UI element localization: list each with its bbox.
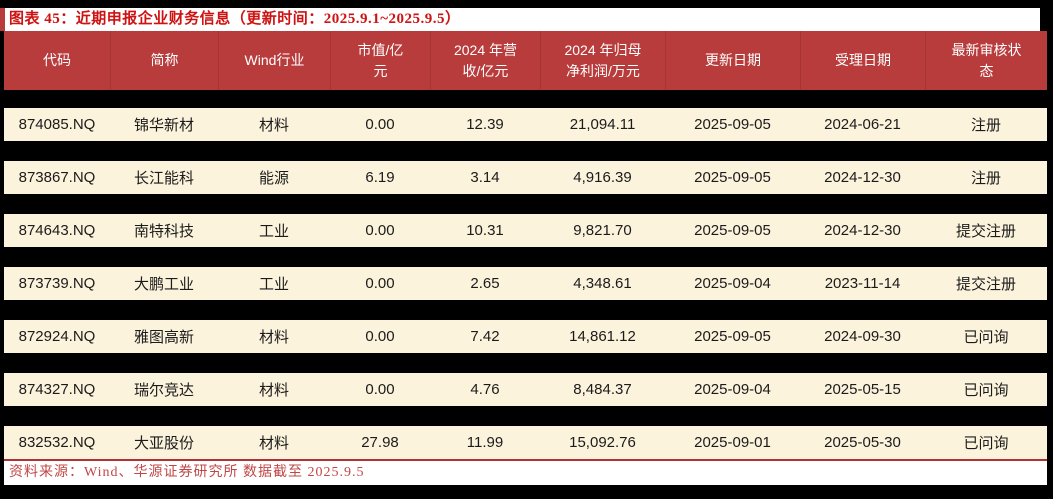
cell-update-date: 2025-09-05: [694, 328, 771, 345]
table-row: 873867.NQ 长江能科 能源 6.19 3.14 4,916.39 2025-09-0…: [4, 161, 1047, 194]
table-body: 874085.NQ 锦华新材 材料 0.00 12.39 21,094.11 2025-09…: [4, 108, 1047, 459]
cell-code: 873867.NQ: [18, 169, 96, 186]
figure-title: 图表 45：近期申报企业财务信息（更新时间：2025.9.1~2025.9.5）: [5, 8, 1040, 31]
cell-code: 832532.NQ: [18, 434, 96, 451]
table-row: 874643.NQ 南特科技 工业 0.00 10.31 9,821.70 2025-09-…: [4, 214, 1047, 247]
cell-acceptance-date: 2024-12-30: [824, 169, 901, 186]
cell-update-date: 2025-09-04: [694, 381, 771, 398]
cell-code: 874327.NQ: [18, 381, 96, 398]
cell-wind-industry: 工业: [258, 223, 289, 240]
cell-code: 873739.NQ: [18, 275, 96, 292]
cell-update-date: 2025-09-01: [694, 434, 771, 451]
cell-net-profit-2024: 9,821.70: [573, 222, 632, 239]
cell-revenue-2024: 7.42: [470, 328, 500, 345]
cell-review-status: 注册: [970, 117, 1001, 134]
cell-net-profit-2024: 15,092.76: [569, 434, 636, 451]
report-figure-page: { "figure": { "title": "图表 45：近期申报企业财务信息…: [0, 8, 1053, 499]
header-market-cap: 市值/亿 元: [330, 31, 430, 90]
cell-code: 874643.NQ: [18, 222, 96, 239]
header-wind-industry: Wind行业: [218, 31, 330, 90]
cell-review-status: 提交注册: [955, 276, 1016, 293]
cell-wind-industry: 材料: [258, 329, 289, 346]
cell-code: 872924.NQ: [18, 328, 96, 345]
cell-update-date: 2025-09-05: [694, 169, 771, 186]
cell-short-name: 锦华新材: [133, 117, 194, 134]
table-row: 874327.NQ 瑞尔竞达 材料 0.00 4.76 8,484.37 2025-09-0…: [4, 373, 1047, 406]
cell-market-cap: 0.00: [365, 116, 395, 133]
divider-line: [4, 459, 1047, 461]
cell-short-name: 南特科技: [133, 223, 194, 240]
cell-revenue-2024: 10.31: [466, 222, 504, 239]
header-code: 代码: [43, 52, 71, 69]
cell-market-cap: 6.19: [365, 169, 395, 186]
cell-update-date: 2025-09-05: [694, 116, 771, 133]
header-update-date: 更新日期: [665, 31, 800, 90]
figure-title-bar: 图表 45：近期申报企业财务信息（更新时间：2025.9.1~2025.9.5）: [0, 8, 1040, 31]
cell-short-name: 瑞尔竞达: [133, 382, 194, 399]
cell-revenue-2024: 12.39: [466, 116, 504, 133]
cell-wind-industry: 材料: [258, 435, 289, 452]
table-row: 872924.NQ 雅图高新 材料 0.00 7.42 14,861.12 2025-09-…: [4, 320, 1047, 353]
cell-review-status: 已问询: [963, 329, 1009, 346]
header-revenue-2024: 2024 年营 收/亿元: [430, 31, 540, 90]
cell-update-date: 2025-09-05: [694, 222, 771, 239]
cell-short-name: 长江能科: [133, 170, 194, 187]
cell-revenue-2024: 11.99: [466, 434, 504, 451]
cell-short-name: 大鹏工业: [133, 276, 194, 293]
table-row: 874085.NQ 锦华新材 材料 0.00 12.39 21,094.11 2025-09…: [4, 108, 1047, 141]
cell-wind-industry: 能源: [258, 170, 289, 187]
cell-net-profit-2024: 21,094.11: [569, 116, 636, 133]
cell-revenue-2024: 3.14: [470, 169, 500, 186]
cell-review-status: 提交注册: [955, 223, 1016, 240]
financial-table: 代码 简称 Wind行业 市值/亿 元 2024 年营 收/亿元 2024 年归母 净利润…: [4, 31, 1047, 485]
cell-market-cap: 27.98: [361, 434, 399, 451]
cell-short-name: 大亚股份: [133, 435, 194, 452]
cell-wind-industry: 材料: [258, 382, 289, 399]
cell-update-date: 2025-09-04: [694, 275, 771, 292]
source-note: 资料来源：Wind、华源证券研究所 数据截至 2025.9.5: [4, 461, 1047, 485]
header-acceptance-date: 受理日期: [800, 31, 925, 90]
cell-revenue-2024: 4.76: [470, 381, 500, 398]
cell-review-status: 已问询: [963, 382, 1009, 399]
cell-wind-industry: 工业: [258, 276, 289, 293]
header-net-profit-2024: 2024 年归母 净利润/万元: [540, 31, 665, 90]
cell-revenue-2024: 2.65: [470, 275, 500, 292]
header-short-name: 简称: [110, 31, 218, 90]
cell-wind-industry: 材料: [258, 117, 289, 134]
cell-review-status: 已问询: [963, 435, 1009, 452]
cell-acceptance-date: 2024-09-30: [824, 328, 901, 345]
cell-market-cap: 0.00: [365, 275, 395, 292]
cell-review-status: 注册: [970, 170, 1001, 187]
cell-market-cap: 0.00: [365, 381, 395, 398]
table-header: 代码 简称 Wind行业 市值/亿 元 2024 年营 收/亿元 2024 年归母 净利润…: [4, 31, 1047, 90]
cell-acceptance-date: 2024-12-30: [824, 222, 901, 239]
cell-short-name: 雅图高新: [133, 329, 194, 346]
cell-acceptance-date: 2025-05-15: [824, 381, 901, 398]
cell-acceptance-date: 2023-11-14: [824, 275, 901, 292]
table-row: 873739.NQ 大鹏工业 工业 0.00 2.65 4,348.61 2025-09-0…: [4, 267, 1047, 300]
cell-net-profit-2024: 4,348.61: [573, 275, 632, 292]
title-accent-bar: [0, 8, 5, 31]
cell-acceptance-date: 2024-06-21: [824, 116, 901, 133]
cell-code: 874085.NQ: [18, 116, 96, 133]
cell-net-profit-2024: 4,916.39: [573, 169, 632, 186]
table-row: 832532.NQ 大亚股份 材料 27.98 11.99 15,092.76 2025-0…: [4, 426, 1047, 459]
cell-net-profit-2024: 8,484.37: [573, 381, 632, 398]
cell-market-cap: 0.00: [365, 328, 395, 345]
header-review-status: 最新审核状 态: [925, 31, 1047, 90]
cell-net-profit-2024: 14,861.12: [569, 328, 636, 345]
cell-acceptance-date: 2025-05-30: [824, 434, 901, 451]
cell-market-cap: 0.00: [365, 222, 395, 239]
